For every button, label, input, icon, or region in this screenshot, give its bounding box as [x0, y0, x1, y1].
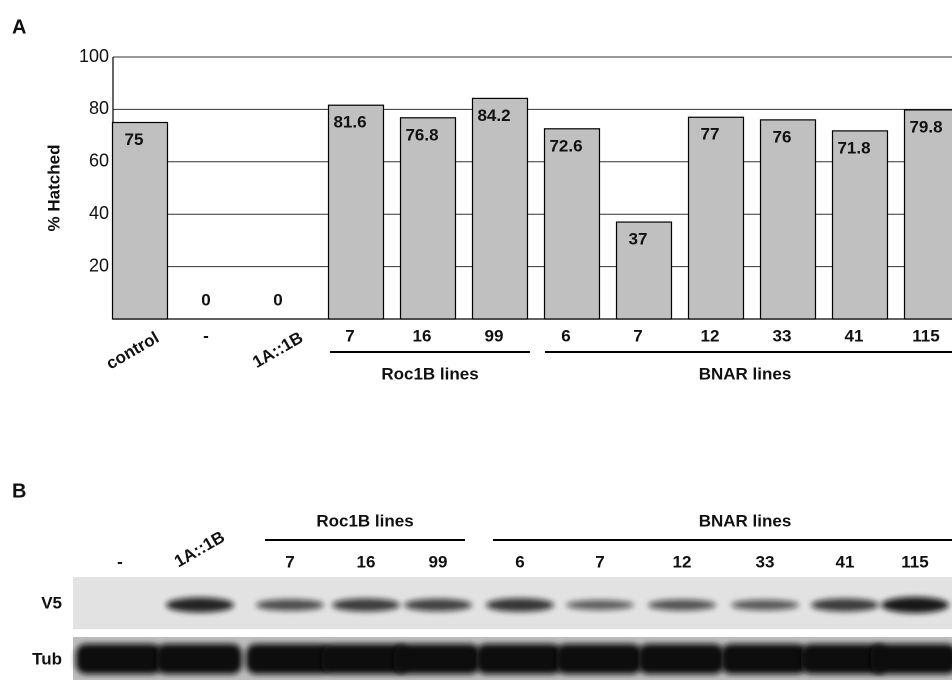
group-label: BNAR lines [699, 364, 792, 383]
lane-label: 1A::1B [171, 527, 228, 571]
blot-band [246, 644, 332, 674]
value-label: 84.2 [477, 106, 510, 125]
row-label: Tub [32, 649, 62, 668]
bar [329, 105, 384, 319]
value-label: 72.6 [549, 136, 582, 155]
x-tick-label: 115 [912, 326, 939, 345]
blot-band [256, 599, 324, 611]
blot-band [566, 600, 634, 610]
blot-band [721, 644, 807, 674]
value-label: 75 [125, 130, 144, 149]
lane-label: 6 [515, 552, 524, 571]
x-tick-label: 7 [633, 326, 642, 345]
group-label: BNAR lines [699, 511, 792, 530]
blot-band [871, 644, 952, 674]
value-label: 0 [273, 290, 282, 309]
blot-band [394, 644, 480, 674]
lane-label: 41 [836, 552, 855, 571]
lane-label: 99 [429, 552, 448, 571]
bar [905, 110, 952, 319]
x-tick-label: 7 [345, 326, 354, 345]
bar [113, 123, 168, 320]
blot-band [638, 644, 724, 674]
group-label: Roc1B lines [316, 511, 413, 530]
lane-label: - [117, 552, 123, 571]
x-tick-label: 16 [413, 326, 432, 345]
value-label: 81.6 [333, 113, 366, 132]
x-tick-label: 41 [845, 326, 864, 345]
panel-label: A [12, 16, 26, 38]
group-label: Roc1B lines [381, 364, 478, 383]
lane-label: 16 [357, 552, 376, 571]
y-tick-label: 60 [89, 151, 109, 171]
panel-label: B [12, 480, 26, 502]
x-tick-label: 12 [701, 326, 720, 345]
blot-band [731, 600, 799, 611]
bar [473, 98, 528, 319]
y-tick-label: 20 [89, 255, 109, 275]
value-label: 71.8 [837, 138, 870, 157]
figure: A % Hatched B 20 40 60 80 100 75 control 0 - 0 1A:… [0, 0, 952, 680]
x-tick-label: - [203, 326, 209, 345]
x-tick-label: 99 [485, 326, 504, 345]
bar [689, 117, 744, 319]
value-label: 79.8 [909, 117, 942, 136]
blot-band [166, 598, 234, 613]
lane-label: 7 [595, 552, 604, 571]
value-label: 77 [701, 125, 720, 144]
blot-band [486, 598, 554, 612]
blot-band [76, 644, 162, 674]
bar [545, 129, 600, 319]
blot-band [404, 599, 472, 612]
x-tick-label: 33 [773, 326, 792, 345]
blot-band [476, 644, 562, 674]
lane-label: 33 [756, 552, 775, 571]
value-label: 76.8 [405, 125, 438, 144]
x-tick-label: 1A::1B [249, 328, 306, 372]
lane-label: 7 [285, 552, 294, 571]
y-tick-label: 80 [89, 98, 109, 118]
lane-label: 115 [901, 552, 928, 571]
value-label: 37 [629, 230, 648, 249]
value-label: 76 [773, 127, 792, 146]
lane-label: 12 [673, 552, 692, 571]
blot-band [648, 600, 716, 611]
row-label: V5 [41, 593, 62, 612]
y-axis-label: % Hatched [44, 145, 63, 232]
blot-band [556, 644, 642, 674]
blot-band [881, 597, 949, 613]
x-tick-label: 6 [561, 326, 570, 345]
bar [401, 118, 456, 319]
bar [761, 120, 816, 319]
bar [833, 131, 888, 319]
x-tick-label: control [103, 328, 162, 373]
y-tick-label: 100 [79, 46, 109, 66]
value-label: 0 [201, 290, 210, 309]
y-tick-label: 40 [89, 203, 109, 223]
blot-band [156, 644, 242, 674]
blot-band [332, 599, 400, 612]
blot-band [811, 599, 879, 612]
